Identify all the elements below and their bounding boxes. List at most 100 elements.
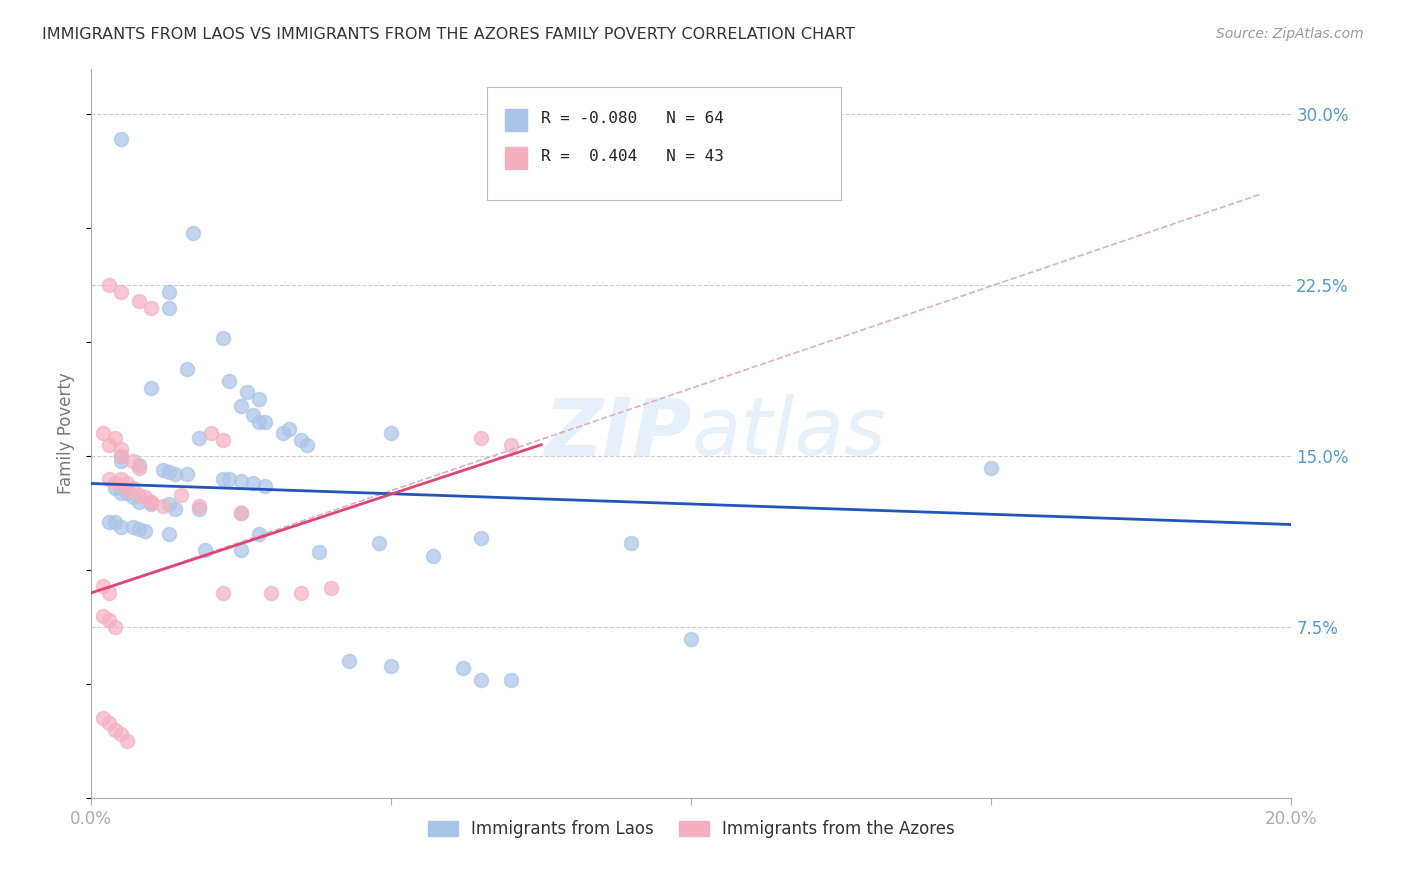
Point bbox=[470, 431, 492, 445]
Point bbox=[470, 531, 492, 545]
Point bbox=[176, 362, 198, 376]
Point bbox=[157, 301, 180, 315]
Point bbox=[231, 542, 253, 557]
Point bbox=[110, 727, 132, 741]
Point bbox=[501, 438, 523, 452]
Point bbox=[141, 381, 163, 395]
Point bbox=[98, 472, 121, 486]
Point bbox=[295, 438, 318, 452]
Point bbox=[152, 500, 174, 514]
Point bbox=[104, 515, 127, 529]
Point bbox=[128, 460, 150, 475]
Point bbox=[368, 535, 391, 549]
Point bbox=[200, 426, 222, 441]
Point bbox=[188, 501, 211, 516]
Point bbox=[110, 485, 132, 500]
Point bbox=[231, 506, 253, 520]
Point bbox=[212, 586, 235, 600]
Point bbox=[308, 545, 330, 559]
Legend: Immigrants from Laos, Immigrants from the Azores: Immigrants from Laos, Immigrants from th… bbox=[420, 814, 962, 845]
Point bbox=[165, 501, 187, 516]
Point bbox=[98, 715, 121, 730]
Point bbox=[115, 483, 138, 498]
Point bbox=[110, 449, 132, 463]
Point bbox=[141, 494, 163, 508]
Y-axis label: Family Poverty: Family Poverty bbox=[58, 373, 75, 494]
Point bbox=[247, 526, 270, 541]
Point bbox=[231, 474, 253, 488]
Point bbox=[115, 734, 138, 748]
Point bbox=[176, 467, 198, 482]
Point bbox=[110, 442, 132, 457]
Point bbox=[620, 535, 643, 549]
Text: IMMIGRANTS FROM LAOS VS IMMIGRANTS FROM THE AZORES FAMILY POVERTY CORRELATION CH: IMMIGRANTS FROM LAOS VS IMMIGRANTS FROM … bbox=[42, 27, 855, 42]
Point bbox=[451, 661, 474, 675]
Point bbox=[110, 520, 132, 534]
Point bbox=[254, 415, 277, 429]
Point bbox=[157, 285, 180, 299]
Point bbox=[231, 506, 253, 520]
Point bbox=[128, 488, 150, 502]
Point bbox=[91, 426, 114, 441]
Point bbox=[681, 632, 703, 646]
Point bbox=[141, 494, 163, 508]
Point bbox=[141, 301, 163, 315]
Point bbox=[470, 673, 492, 687]
Point bbox=[110, 453, 132, 467]
Point bbox=[110, 449, 132, 463]
Point bbox=[115, 485, 138, 500]
Point bbox=[165, 467, 187, 482]
Point bbox=[501, 673, 523, 687]
Point bbox=[128, 458, 150, 473]
Point bbox=[242, 408, 264, 422]
Point bbox=[194, 542, 217, 557]
Point bbox=[122, 520, 145, 534]
Point bbox=[134, 490, 156, 504]
Point bbox=[122, 453, 145, 467]
Point bbox=[254, 479, 277, 493]
Point bbox=[247, 415, 270, 429]
Point bbox=[128, 522, 150, 536]
Point bbox=[290, 433, 312, 447]
Point bbox=[170, 488, 193, 502]
Point bbox=[104, 431, 127, 445]
Point bbox=[236, 385, 259, 400]
Point bbox=[91, 711, 114, 725]
Point bbox=[98, 586, 121, 600]
Point bbox=[321, 582, 343, 596]
Point bbox=[104, 723, 127, 737]
Text: ZIP: ZIP bbox=[544, 394, 692, 473]
Point bbox=[157, 465, 180, 479]
Point bbox=[122, 490, 145, 504]
Point bbox=[218, 472, 240, 486]
Point bbox=[980, 460, 1002, 475]
Point bbox=[141, 497, 163, 511]
Point bbox=[98, 613, 121, 627]
Point bbox=[128, 294, 150, 309]
Point bbox=[91, 579, 114, 593]
Point bbox=[110, 285, 132, 299]
Text: atlas: atlas bbox=[692, 394, 886, 473]
Point bbox=[290, 586, 312, 600]
Point bbox=[110, 472, 132, 486]
Point bbox=[422, 549, 444, 564]
Point bbox=[188, 431, 211, 445]
Point bbox=[337, 654, 360, 668]
Point bbox=[110, 132, 132, 146]
Point bbox=[242, 476, 264, 491]
Point bbox=[212, 433, 235, 447]
Bar bbox=[505, 147, 527, 169]
Point bbox=[231, 399, 253, 413]
Point bbox=[218, 374, 240, 388]
Point bbox=[260, 586, 283, 600]
Point bbox=[247, 392, 270, 406]
Point bbox=[104, 620, 127, 634]
FancyBboxPatch shape bbox=[488, 87, 841, 200]
Point bbox=[134, 524, 156, 539]
Point bbox=[122, 481, 145, 495]
Text: Source: ZipAtlas.com: Source: ZipAtlas.com bbox=[1216, 27, 1364, 41]
Point bbox=[98, 278, 121, 293]
Point bbox=[157, 497, 180, 511]
Point bbox=[104, 481, 127, 495]
Text: R =  0.404   N = 43: R = 0.404 N = 43 bbox=[541, 149, 724, 163]
